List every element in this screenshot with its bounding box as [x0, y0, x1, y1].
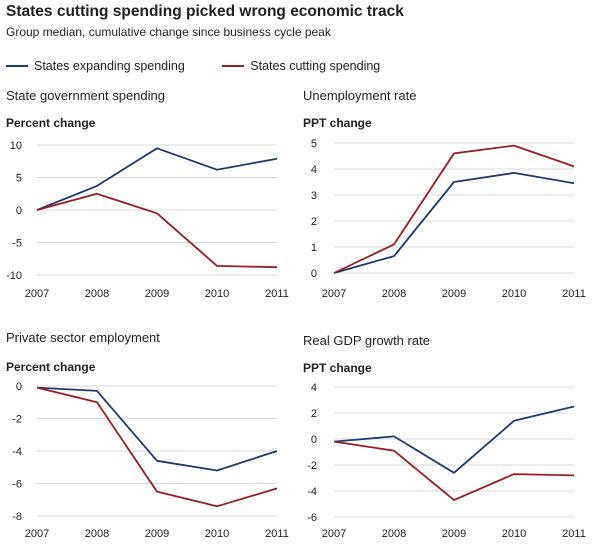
- panel4-ytick-label: -2: [307, 460, 317, 472]
- panel3-ytick-label: -4: [12, 446, 22, 458]
- panel2-ytick-label: 1: [311, 242, 317, 254]
- panel1-xtick-label: 2007: [25, 288, 49, 300]
- panel1-ylabel: Percent change: [6, 116, 96, 130]
- panel3-xtick-label: 2010: [205, 528, 229, 540]
- panel2-ylabel: PPT change: [303, 116, 372, 130]
- panel4-series-expanding-line: [333, 405, 575, 474]
- panel1-ytick-label: -5: [12, 238, 22, 250]
- panel2-xtick-label: 2011: [562, 288, 586, 300]
- panel1-xtick-label: 2011: [265, 288, 289, 300]
- panel3-xtick-label: 2008: [85, 528, 109, 540]
- panel1-xtick-label: 2009: [145, 288, 169, 300]
- legend-swatch-expanding: [6, 65, 28, 67]
- panel1-series-expanding-line: [36, 147, 278, 211]
- panel4-ylabel: PPT change: [303, 361, 372, 375]
- panel2-series-expanding-line: [333, 171, 575, 274]
- panel4-xtick-label: 2007: [322, 528, 346, 540]
- panel3-ytick-label: -8: [12, 511, 22, 523]
- legend-swatch-cutting: [222, 65, 245, 67]
- panel3-ytick-label: 0: [16, 381, 22, 393]
- chart-title: States cutting spending picked wrong eco…: [6, 3, 404, 20]
- panel3-xtick-label: 2011: [265, 528, 289, 540]
- panel4-xtick-label: 2009: [442, 528, 466, 540]
- panel1-xtick-label: 2008: [85, 288, 109, 300]
- panel1-ytick-label: -10: [6, 270, 22, 282]
- panel2-series-cutting-line: [333, 144, 575, 274]
- panel1-series-cutting-line: [36, 192, 278, 269]
- legend-item-expanding: States expanding spending: [6, 59, 185, 73]
- panel4-title: Real GDP growth rate: [303, 333, 430, 348]
- panel1-ytick-label: 5: [16, 173, 22, 185]
- panel4-ytick-label: -4: [307, 486, 317, 498]
- panel2-xtick-label: 2007: [322, 288, 346, 300]
- panel4-xtick-label: 2011: [562, 528, 586, 540]
- panel2-xtick-label: 2010: [502, 288, 526, 300]
- legend-label-cutting: States cutting spending: [250, 59, 381, 73]
- panel3-ytick-label: -2: [12, 414, 22, 426]
- panel2-ytick-label: 0: [311, 268, 317, 280]
- panel2-ytick-label: 4: [311, 164, 317, 176]
- panel1-xtick-label: 2010: [205, 288, 229, 300]
- panel4-xtick-label: 2008: [382, 528, 406, 540]
- panel4-ytick-label: 2: [311, 408, 317, 420]
- panel4-xtick-label: 2010: [502, 528, 526, 540]
- panel2-xtick-label: 2009: [442, 288, 466, 300]
- panel2-xtick-label: 2008: [382, 288, 406, 300]
- panel1-ytick-label: 0: [16, 205, 22, 217]
- panel3-series-expanding-line: [36, 386, 278, 472]
- panel4-series-cutting-line: [333, 440, 575, 502]
- panel3-ylabel: Percent change: [6, 360, 96, 374]
- panel4-ytick-label: 0: [311, 434, 317, 446]
- panel4-ytick-label: -6: [307, 512, 317, 524]
- chart-subtitle: Group median, cumulative change since bu…: [6, 25, 331, 39]
- legend-item-cutting: States cutting spending: [222, 59, 380, 73]
- panel3-title: Private sector employment: [6, 330, 160, 345]
- panel3-series-cutting-line: [36, 386, 278, 508]
- panel2-title: Unemployment rate: [303, 88, 416, 103]
- legend-label-expanding: States expanding spending: [34, 59, 185, 73]
- legend: States expanding spending States cutting…: [6, 56, 414, 73]
- panel3-ytick-label: -6: [12, 479, 22, 491]
- panel2-ytick-label: 3: [311, 190, 317, 202]
- panel3-xtick-label: 2009: [145, 528, 169, 540]
- panel2-ytick-label: 2: [311, 216, 317, 228]
- panel4-ytick-label: 4: [311, 382, 317, 394]
- panel1-title: State government spending: [6, 88, 165, 103]
- panel3-xtick-label: 2007: [25, 528, 49, 540]
- panel1-ytick-label: 10: [10, 140, 22, 152]
- panel2-ytick-label: 5: [311, 138, 317, 150]
